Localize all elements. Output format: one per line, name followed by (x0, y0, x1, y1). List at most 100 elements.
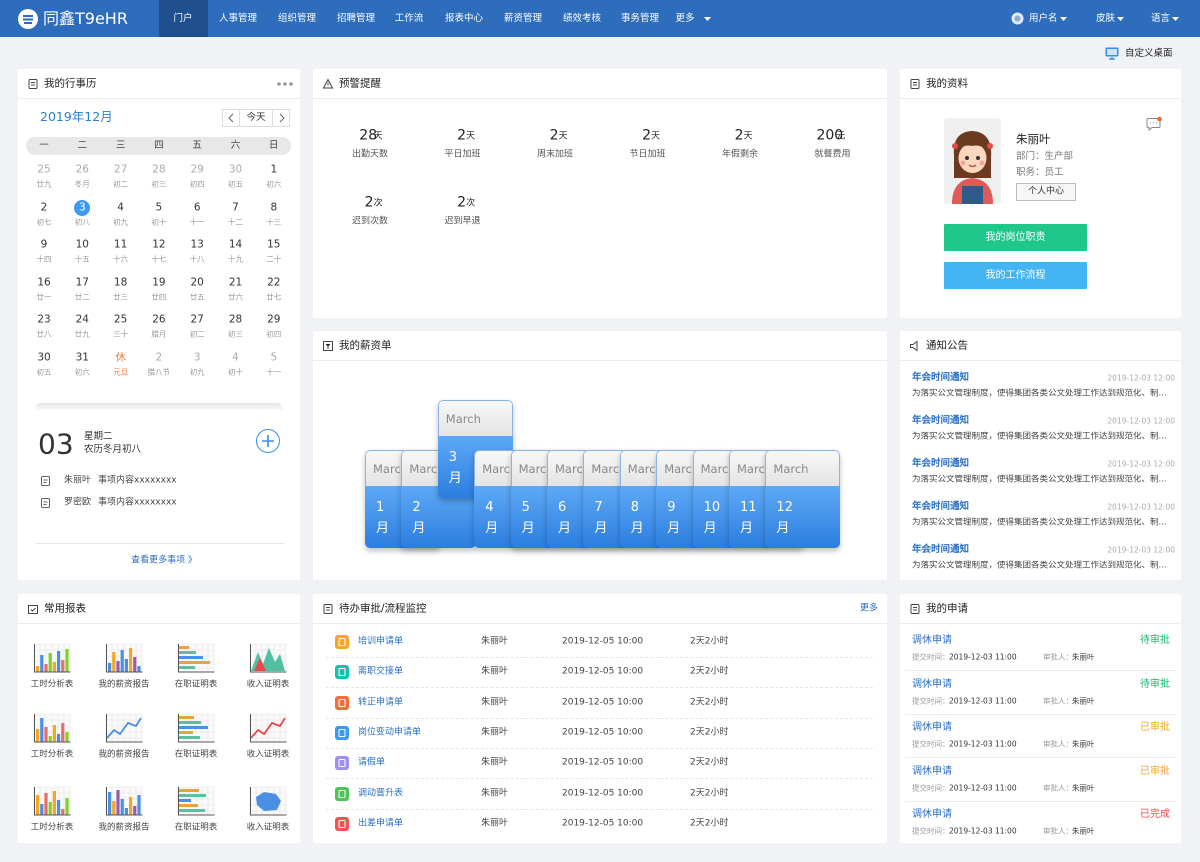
calendar-day[interactable]: 休 (115, 350, 126, 363)
calendar-day[interactable]: 4 (232, 350, 239, 363)
notice-title[interactable]: 年会时间通知 (912, 372, 970, 384)
application-title[interactable]: 调休申请 (912, 634, 952, 646)
nav-item[interactable]: 事务管理 (620, 13, 660, 25)
add-event[interactable] (256, 429, 280, 453)
report-label[interactable]: 工时分析表 (30, 749, 74, 760)
report-label[interactable]: 工时分析表 (30, 679, 74, 690)
notice-title[interactable]: 年会时间通知 (912, 544, 970, 556)
calendar-day[interactable]: 30 (228, 163, 243, 176)
nav-item[interactable]: 更多 (675, 13, 695, 25)
prev-month[interactable] (222, 109, 240, 127)
nav-item[interactable]: 人事管理 (218, 13, 258, 25)
report-label[interactable]: 收入证明表 (246, 749, 290, 760)
calendar-day[interactable]: 27 (113, 163, 128, 176)
report-label[interactable]: 在职证明表 (174, 822, 218, 833)
report-icon[interactable] (177, 713, 215, 743)
customize-desktop[interactable]: 自定义桌面 (1125, 48, 1173, 60)
application-title[interactable]: 调休申请 (912, 721, 952, 733)
calendar-day[interactable]: 14 (228, 238, 243, 251)
report-label[interactable]: 在职证明表 (174, 749, 218, 760)
calendar-day[interactable]: 11 (113, 238, 128, 251)
report-label[interactable]: 收入证明表 (246, 679, 290, 690)
calendar-day[interactable]: 12 (152, 238, 166, 251)
todo-name[interactable]: 请假单 (358, 757, 386, 768)
calendar-day[interactable]: 3 (78, 200, 86, 213)
skin-menu[interactable]: 皮肤 (1096, 13, 1116, 25)
report-label[interactable]: 我的薪资报告 (98, 822, 150, 833)
calendar-day[interactable]: 2 (40, 200, 48, 213)
profile-button[interactable] (944, 224, 1087, 251)
calendar-day[interactable]: 22 (267, 275, 281, 288)
calendar-day[interactable]: 5 (155, 200, 163, 213)
calendar-day[interactable]: 27 (190, 313, 204, 326)
center-button[interactable]: 个人中心 (1027, 186, 1065, 197)
nav-item[interactable]: 绩效考核 (562, 13, 602, 25)
notice-title[interactable]: 年会时间通知 (912, 501, 970, 513)
calendar-day[interactable]: 6 (193, 200, 201, 213)
calendar-day[interactable]: 4 (117, 200, 124, 213)
todo-name[interactable]: 培训申请单 (358, 636, 404, 647)
notice-title[interactable]: 年会时间通知 (912, 415, 970, 427)
calendar-day[interactable]: 25 (113, 313, 128, 326)
calendar-day[interactable]: 26 (152, 313, 166, 326)
calendar-day[interactable]: 13 (190, 238, 204, 251)
nav-item[interactable]: 招聘管理 (336, 13, 376, 25)
report-label[interactable]: 我的薪资报告 (98, 749, 150, 760)
next-month[interactable] (272, 109, 290, 127)
calendar-day[interactable]: 15 (267, 238, 281, 251)
calendar-day[interactable]: 18 (113, 275, 128, 288)
calendar-day[interactable]: 21 (228, 275, 243, 288)
profile-button-label[interactable]: 我的岗位职责 (985, 231, 1046, 243)
today-box[interactable] (240, 109, 272, 127)
calendar-day[interactable]: 16 (37, 275, 51, 288)
profile-button-label[interactable]: 我的工作流程 (985, 269, 1046, 281)
application-title[interactable]: 调休申请 (912, 808, 952, 820)
report-label[interactable]: 在职证明表 (174, 679, 218, 690)
todo-name[interactable]: 调动晋升表 (358, 787, 404, 798)
calendar-day[interactable]: 10 (75, 238, 89, 251)
report-icon[interactable] (177, 643, 215, 673)
calendar-day[interactable]: 30 (37, 350, 51, 363)
report-label[interactable]: 收入证明表 (246, 822, 290, 833)
center-button-box[interactable] (1016, 183, 1076, 201)
calendar-day[interactable]: 23 (37, 313, 51, 326)
calendar-day[interactable]: 29 (190, 163, 204, 176)
calendar-day[interactable]: 3 (193, 350, 201, 363)
report-label[interactable]: 工时分析表 (30, 822, 74, 833)
nav-item[interactable]: 门户 (173, 13, 193, 25)
todo-name[interactable]: 出差申请单 (358, 818, 404, 829)
report-icon[interactable] (33, 643, 71, 673)
user-menu[interactable]: 用户名 (1029, 13, 1058, 25)
report-icon[interactable] (105, 786, 143, 816)
report-icon[interactable] (33, 713, 71, 743)
today-button[interactable]: 今天 (246, 112, 266, 124)
calendar-day[interactable]: 9 (40, 238, 48, 251)
report-icon[interactable] (177, 786, 215, 816)
todo-name[interactable]: 岗位变动申请单 (358, 727, 422, 738)
calendar-day[interactable]: 24 (75, 313, 89, 326)
calendar-day[interactable]: 31 (75, 350, 89, 363)
nav-item[interactable]: 工作流 (394, 13, 424, 25)
calendar-day[interactable]: 28 (152, 163, 166, 176)
application-title[interactable]: 调休申请 (912, 765, 952, 777)
calendar-day[interactable]: 2 (155, 350, 163, 363)
nav-item[interactable]: 薪资管理 (503, 13, 543, 25)
report-icon[interactable] (33, 786, 71, 816)
nav-item[interactable]: 组织管理 (277, 13, 317, 25)
report-label[interactable]: 我的薪资报告 (98, 679, 150, 690)
todo-more[interactable]: 更多 (859, 603, 878, 614)
language-menu[interactable]: 语言 (1151, 13, 1171, 25)
application-title[interactable]: 调休申请 (912, 678, 952, 690)
calendar-day[interactable]: 25 (37, 163, 51, 176)
calendar-day[interactable]: 19 (152, 275, 166, 288)
calendar-day[interactable]: 29 (267, 313, 281, 326)
report-icon[interactable] (249, 643, 287, 673)
report-icon[interactable] (249, 713, 287, 743)
more-events[interactable]: 查看更多事项 》 (131, 555, 197, 566)
nav-item[interactable]: 报表中心 (444, 13, 484, 25)
calendar-day[interactable]: 1 (270, 163, 278, 176)
payslip-card[interactable]: March 12月 (765, 450, 841, 548)
calendar-day[interactable]: 8 (270, 200, 278, 213)
calendar-day[interactable]: 26 (75, 163, 89, 176)
calendar-day[interactable]: 17 (75, 275, 89, 288)
